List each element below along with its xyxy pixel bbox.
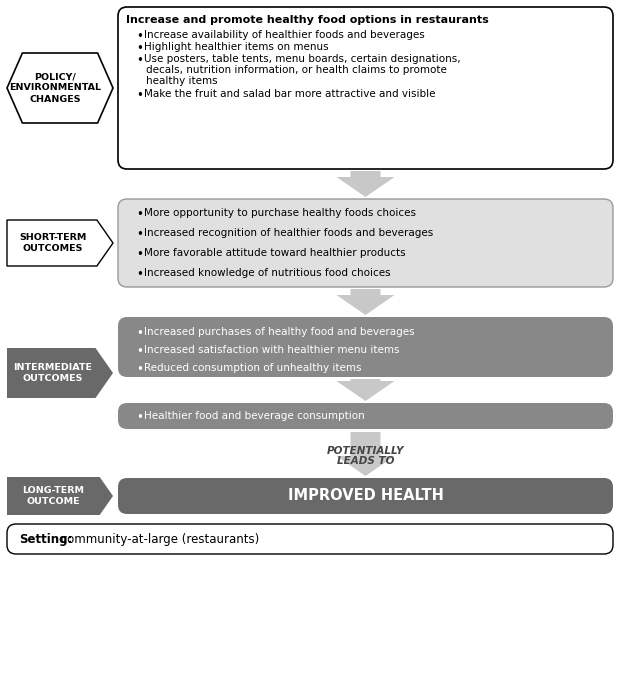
Text: Increased knowledge of nutritious food choices: Increased knowledge of nutritious food c… (144, 268, 391, 278)
Text: Increase availability of healthier foods and beverages: Increase availability of healthier foods… (144, 30, 425, 40)
Text: LEADS TO: LEADS TO (337, 456, 394, 466)
Text: •: • (136, 42, 143, 55)
Text: •: • (136, 327, 143, 340)
FancyBboxPatch shape (7, 524, 613, 554)
Text: •: • (136, 268, 143, 281)
Text: More opportunity to purchase healthy foods choices: More opportunity to purchase healthy foo… (144, 208, 416, 218)
Text: Increased satisfaction with healthier menu items: Increased satisfaction with healthier me… (144, 345, 399, 355)
Polygon shape (7, 348, 113, 398)
Text: community-at-large (restaurants): community-at-large (restaurants) (57, 533, 259, 546)
Text: •: • (136, 54, 143, 67)
Text: •: • (136, 248, 143, 261)
Text: healthy items: healthy items (146, 76, 218, 86)
Text: More favorable attitude toward healthier products: More favorable attitude toward healthier… (144, 248, 405, 258)
FancyBboxPatch shape (118, 403, 613, 429)
Text: Make the fruit and salad bar more attractive and visible: Make the fruit and salad bar more attrac… (144, 89, 435, 99)
Polygon shape (337, 171, 394, 197)
Polygon shape (7, 220, 113, 266)
Text: •: • (136, 345, 143, 358)
Text: •: • (136, 89, 143, 102)
Text: IMPROVED HEALTH: IMPROVED HEALTH (288, 489, 443, 504)
Text: •: • (136, 363, 143, 376)
FancyBboxPatch shape (118, 199, 613, 287)
Text: POTENTIALLY: POTENTIALLY (327, 446, 404, 456)
Text: LONG-TERM
OUTCOME: LONG-TERM OUTCOME (22, 486, 84, 506)
Text: Increased recognition of healthier foods and beverages: Increased recognition of healthier foods… (144, 228, 433, 238)
Text: decals, nutrition information, or health claims to promote: decals, nutrition information, or health… (146, 65, 447, 75)
Text: •: • (136, 411, 143, 424)
Text: Highlight healthier items on menus: Highlight healthier items on menus (144, 42, 329, 52)
Text: SHORT-TERM
OUTCOMES: SHORT-TERM OUTCOMES (19, 233, 87, 254)
Text: INTERMEDIATE
OUTCOMES: INTERMEDIATE OUTCOMES (14, 363, 92, 383)
Text: Use posters, table tents, menu boards, certain designations,: Use posters, table tents, menu boards, c… (144, 54, 461, 64)
FancyBboxPatch shape (118, 478, 613, 514)
Polygon shape (337, 432, 394, 476)
Polygon shape (337, 379, 394, 401)
Text: POLICY/
ENVIRONMENTAL
CHANGES: POLICY/ ENVIRONMENTAL CHANGES (9, 72, 101, 104)
Text: •: • (136, 30, 143, 43)
Polygon shape (337, 289, 394, 315)
Text: Increase and promote healthy food options in restaurants: Increase and promote healthy food option… (126, 15, 489, 25)
Text: Reduced consumption of unhealthy items: Reduced consumption of unhealthy items (144, 363, 361, 373)
Text: Setting:: Setting: (19, 533, 73, 546)
Text: Healthier food and beverage consumption: Healthier food and beverage consumption (144, 411, 365, 421)
FancyBboxPatch shape (118, 317, 613, 377)
FancyBboxPatch shape (118, 7, 613, 169)
Polygon shape (7, 53, 113, 123)
Text: •: • (136, 228, 143, 241)
Text: Increased purchases of healthy food and beverages: Increased purchases of healthy food and … (144, 327, 415, 337)
Polygon shape (7, 477, 113, 515)
Text: •: • (136, 208, 143, 221)
